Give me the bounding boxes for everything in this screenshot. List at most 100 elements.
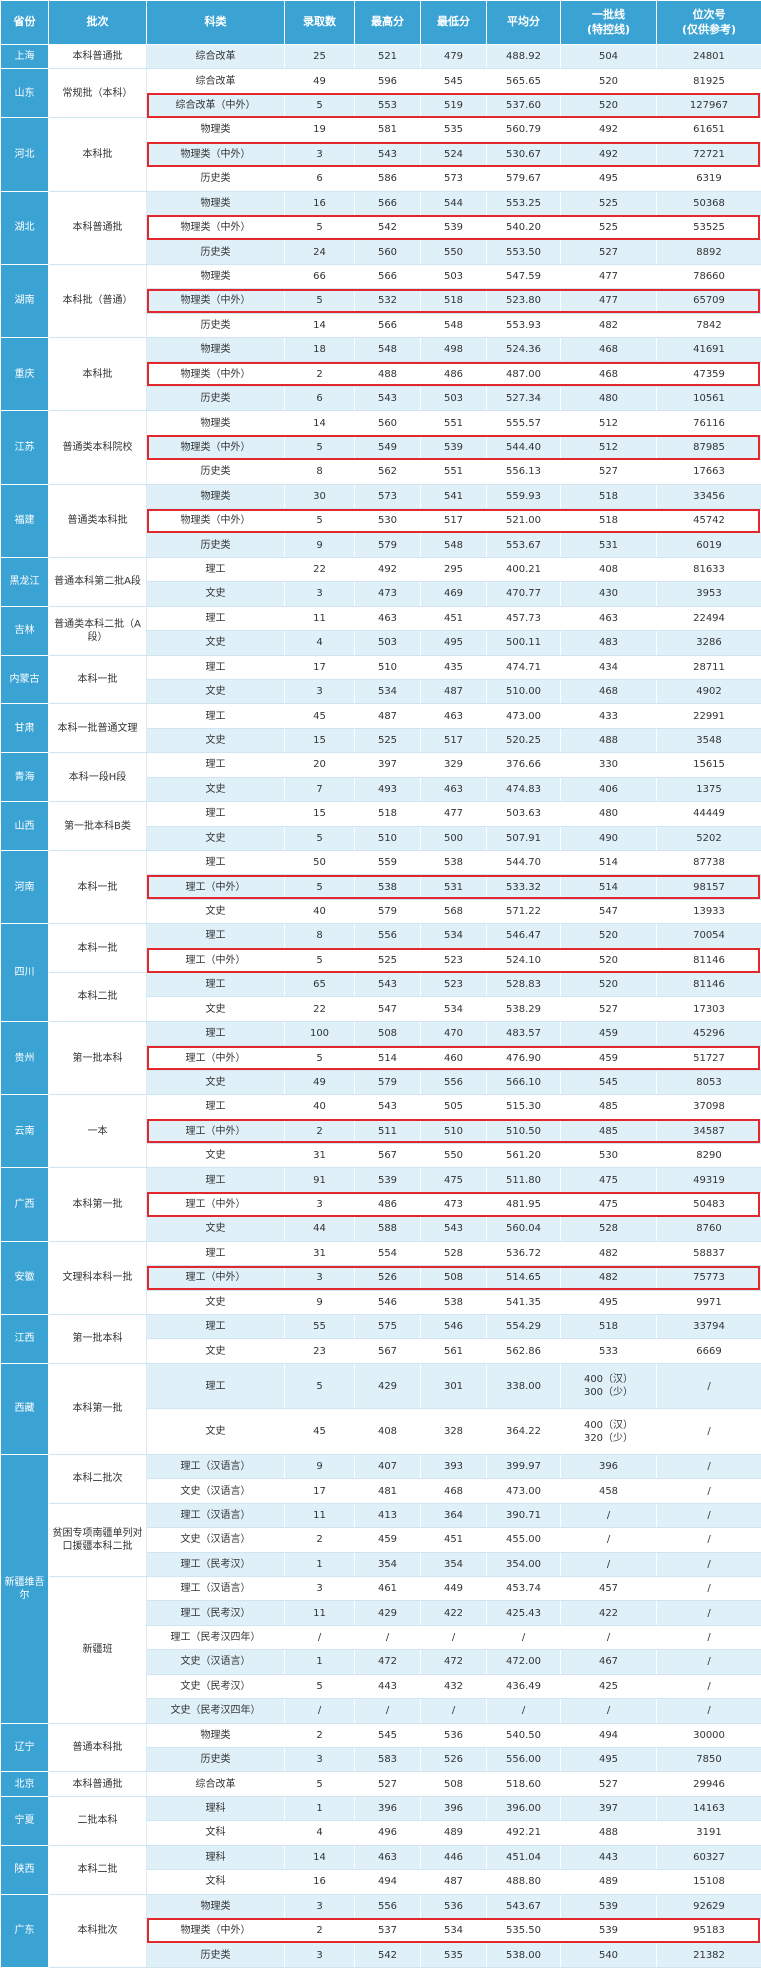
average-score-cell: 453.74 [486,1576,561,1602]
tier-line-cell: 468 [560,361,657,387]
rank-cell: / [656,1362,761,1410]
subject-cell: 历史类 [146,385,285,412]
batch-cell: 普通本科批 [48,1722,147,1773]
max-score-cell: 503 [354,630,421,656]
min-score-cell: 508 [420,1771,487,1797]
rank-cell: 8290 [656,1142,761,1169]
min-score-cell: 393 [420,1453,487,1480]
rank-cell: 21382 [656,1942,761,1968]
subject-cell: 历史类 [146,312,285,339]
tier-line-cell: 330 [560,752,657,778]
tier-line-cell: 488 [560,727,657,754]
average-score-cell: 538.00 [486,1942,561,1968]
tier-line-cell: 458 [560,1478,657,1504]
min-score-cell: 460 [420,1045,487,1071]
max-score-cell: 549 [354,434,421,461]
tier-line-cell: 520 [560,923,657,949]
header-average: 平均分 [486,0,561,45]
average-score-cell: 543.67 [486,1893,561,1919]
rank-cell: 10561 [656,385,761,412]
admitted-cell: 22 [284,996,355,1022]
min-score-cell: 534 [420,996,487,1022]
rank-cell: / [656,1649,761,1675]
admitted-cell: 25 [284,43,355,70]
min-score-cell: 535 [420,117,487,143]
min-score-cell: 508 [420,1265,487,1291]
admitted-cell: 5 [284,874,355,900]
min-score-cell: 510 [420,1118,487,1144]
tier-line-cell: 518 [560,1313,657,1340]
batch-cell: 本科普通批 [48,43,147,70]
max-score-cell: 514 [354,1045,421,1071]
admitted-cell: 31 [284,1142,355,1169]
admitted-cell: 16 [284,190,355,216]
average-score-cell: 524.36 [486,337,561,363]
max-score-cell: 407 [354,1453,421,1480]
max-score-cell: 492 [354,556,421,583]
tier-line-cell: 482 [560,312,657,339]
province-cell: 河北 [0,117,49,192]
average-score-cell: 571.22 [486,898,561,925]
table-row: 历史类 3 583 526 556.00 495 7850 [1,1746,761,1773]
province-cell: 吉林 [0,605,49,656]
rank-cell: / [656,1527,761,1553]
max-score-cell: 525 [354,727,421,754]
min-score-cell: 551 [420,459,487,485]
subject-cell: 理工 [146,972,285,998]
rank-cell: / [656,1453,761,1480]
admitted-cell: 11 [284,1502,355,1529]
admitted-cell: 8 [284,923,355,949]
max-score-cell: / [354,1624,421,1651]
subject-cell: 理工 [146,1362,285,1410]
average-score-cell: 541.35 [486,1289,561,1315]
rank-cell: / [656,1673,761,1700]
min-score-cell: 487 [420,1869,487,1895]
admitted-cell: 3 [284,1893,355,1919]
batch-cell: 本科批 [48,337,147,412]
admitted-cell: 9 [284,1289,355,1315]
min-score-cell: 446 [420,1844,487,1871]
tier-line-cell: 433 [560,703,657,729]
tier-line-cell: 482 [560,1240,657,1267]
tier-line-cell: 528 [560,1216,657,1242]
rank-cell: 6669 [656,1338,761,1364]
rank-cell: / [656,1600,761,1626]
min-score-cell: / [420,1698,487,1724]
average-score-cell: 530.67 [486,141,561,168]
max-score-cell: 538 [354,874,421,900]
min-score-cell: 489 [420,1820,487,1846]
average-score-cell: 533.32 [486,874,561,900]
batch-cell: 普通类本科二批（A段） [48,605,147,656]
min-score-cell: 573 [420,166,487,192]
table-row: 安徽 文理科本科一批 理工 31 554 528 536.72 482 58837 [0,1240,761,1315]
admitted-cell: 40 [284,1094,355,1120]
max-score-cell: 526 [354,1265,421,1291]
table-row: 物理类（中外） 5 549 539 544.40 512 87985 [1,434,761,461]
admitted-cell: 1 [284,1551,355,1578]
min-score-cell: 477 [420,801,487,827]
subject-cell: 物理类 [146,1722,285,1748]
average-score-cell: 338.00 [486,1362,561,1410]
table-row: 重庆 本科批 物理类 18 548 498 524.36 468 41691 [0,337,761,412]
admitted-cell: 15 [284,727,355,754]
subject-cell: 物理类（中外） [146,361,285,387]
table-row: 福建 普通类本科批 物理类 30 573 541 559.93 518 33456 [0,483,761,558]
table-row: 江西 第一批本科 理工 55 575 546 554.29 518 33794 [0,1313,761,1364]
average-score-cell: 566.10 [486,1069,561,1096]
subject-cell: 文科 [146,1820,285,1846]
subject-cell: 物理类（中外） [146,141,285,168]
average-score-cell: 492.21 [486,1820,561,1846]
average-score-cell: 376.66 [486,752,561,778]
tier-line-cell: 430 [560,581,657,607]
min-score-cell: 545 [420,68,487,94]
min-score-cell: 328 [420,1408,487,1455]
tier-line-cell: 527 [560,239,657,265]
rank-cell: 98157 [656,874,761,900]
subject-cell: 文史 [146,1069,285,1096]
max-score-cell: 583 [354,1746,421,1773]
header-admitted: 录取数 [284,0,355,45]
min-score-cell: 354 [420,1551,487,1578]
max-score-cell: 566 [354,190,421,216]
min-score-cell: 396 [420,1795,487,1822]
tier-line-cell: 512 [560,434,657,461]
